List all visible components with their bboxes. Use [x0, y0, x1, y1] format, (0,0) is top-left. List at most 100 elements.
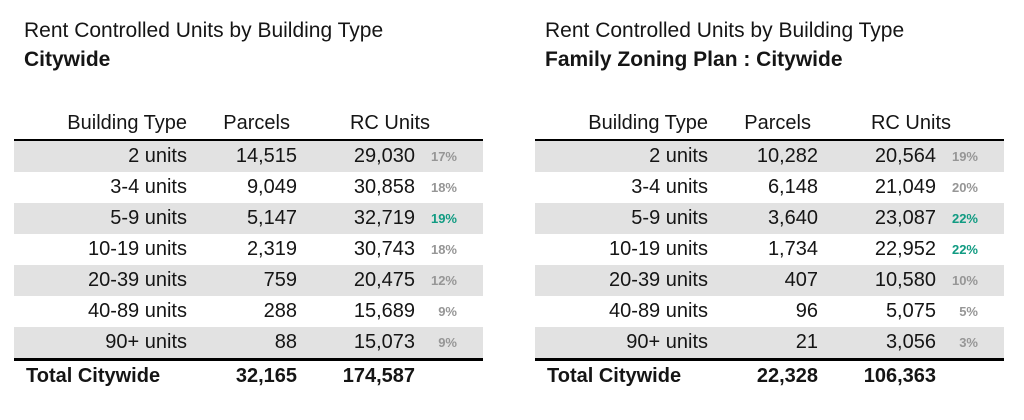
citywide-table-section: Rent Controlled Units by Building Type C… — [14, 0, 483, 392]
table-title: Rent Controlled Units by Building Type — [24, 19, 384, 42]
table-row: 3-4 units 9,049 30,858 18% — [14, 172, 483, 203]
family-zoning-table: Building Type Parcels RC Units 2 units 10… — [535, 108, 1004, 392]
table-row: 20-39 units 407 10,580 10% — [535, 265, 1004, 296]
rc-units-cell: 23,087 — [874, 207, 936, 229]
column-header-building-type: Building Type — [67, 112, 187, 134]
table-row: 20-39 units 759 20,475 12% — [14, 265, 483, 296]
table-row: 40-89 units 96 5,075 5% — [535, 296, 1004, 327]
rc-units-cell: 21,049 — [874, 176, 936, 198]
rc-units-cell: 30,858 — [353, 176, 415, 198]
table-title: Rent Controlled Units by Building Type — [545, 19, 905, 42]
building-type-cell: 20-39 units — [88, 269, 187, 291]
column-header-parcels: Parcels — [223, 112, 290, 134]
table-header-row: Building Type Parcels RC Units — [535, 108, 1004, 141]
parcels-cell: 407 — [784, 269, 818, 291]
building-type-cell: 10-19 units — [609, 238, 708, 260]
percent-cell: 22% — [951, 211, 978, 226]
column-header-rc-units: RC Units — [870, 112, 951, 134]
total-row: Total Citywide 32,165 174,587 — [14, 358, 483, 392]
table-row: 3-4 units 6,148 21,049 20% — [535, 172, 1004, 203]
parcels-cell: 21 — [795, 331, 818, 353]
citywide-table: Building Type Parcels RC Units 2 units 14… — [14, 108, 483, 392]
parcels-cell: 9,049 — [246, 176, 297, 198]
percent-cell: 18% — [430, 180, 457, 195]
column-header-building-type: Building Type — [588, 112, 708, 134]
rc-units-cell: 20,564 — [874, 145, 936, 167]
family-zoning-titles: Rent Controlled Units by Building Type F… — [535, 0, 1004, 74]
citywide-titles: Rent Controlled Units by Building Type C… — [14, 0, 483, 74]
table-subtitle: Citywide — [24, 48, 111, 71]
total-rc-units: 174,587 — [342, 365, 415, 387]
building-type-cell: 3-4 units — [110, 176, 187, 198]
percent-cell: 18% — [430, 242, 457, 257]
parcels-cell: 1,734 — [767, 238, 818, 260]
parcels-cell: 3,640 — [767, 207, 818, 229]
building-type-cell: 40-89 units — [609, 300, 708, 322]
table-row: 90+ units 88 15,073 9% — [14, 327, 483, 358]
rc-units-cell: 32,719 — [353, 207, 415, 229]
total-percent — [936, 361, 1004, 392]
percent-cell: 22% — [951, 242, 978, 257]
percent-cell: 12% — [430, 273, 457, 288]
total-row: Total Citywide 22,328 106,363 — [535, 358, 1004, 392]
parcels-cell: 2,319 — [246, 238, 297, 260]
table-row: 5-9 units 3,640 23,087 22% — [535, 203, 1004, 234]
parcels-cell: 759 — [263, 269, 297, 291]
table-row: 40-89 units 288 15,689 9% — [14, 296, 483, 327]
percent-cell: 9% — [438, 335, 457, 350]
parcels-cell: 88 — [274, 331, 297, 353]
rc-units-cell: 15,073 — [353, 331, 415, 353]
table-row: 10-19 units 1,734 22,952 22% — [535, 234, 1004, 265]
percent-cell: 19% — [430, 211, 457, 226]
building-type-cell: 2 units — [649, 145, 708, 167]
family-zoning-table-section: Rent Controlled Units by Building Type F… — [535, 0, 1004, 392]
building-type-cell: 2 units — [128, 145, 187, 167]
percent-cell: 9% — [438, 304, 457, 319]
total-label: Total Citywide — [26, 365, 161, 387]
table-row: 2 units 14,515 29,030 17% — [14, 141, 483, 172]
column-header-parcels: Parcels — [744, 112, 811, 134]
rc-units-cell: 10,580 — [874, 269, 936, 291]
building-type-cell: 10-19 units — [88, 238, 187, 260]
table-row: 90+ units 21 3,056 3% — [535, 327, 1004, 358]
total-label: Total Citywide — [547, 365, 682, 387]
table-row: 10-19 units 2,319 30,743 18% — [14, 234, 483, 265]
total-parcels: 32,165 — [235, 365, 297, 387]
table-subtitle: Family Zoning Plan : Citywide — [545, 48, 843, 71]
table-body: 2 units 14,515 29,030 17% 3-4 units 9,049 30,8… — [14, 141, 483, 358]
parcels-cell: 6,148 — [767, 176, 818, 198]
building-type-cell: 5-9 units — [631, 207, 708, 229]
rc-units-cell: 22,952 — [874, 238, 936, 260]
column-header-rc-units: RC Units — [349, 112, 430, 134]
total-parcels: 22,328 — [756, 365, 818, 387]
parcels-cell: 96 — [795, 300, 818, 322]
building-type-cell: 40-89 units — [88, 300, 187, 322]
rc-units-cell: 3,056 — [885, 331, 936, 353]
total-rc-units: 106,363 — [863, 365, 936, 387]
table-body: 2 units 10,282 20,564 19% 3-4 units 6,148 21,0… — [535, 141, 1004, 358]
rc-units-cell: 29,030 — [353, 145, 415, 167]
percent-cell: 20% — [951, 180, 978, 195]
parcels-cell: 5,147 — [246, 207, 297, 229]
percent-cell: 5% — [959, 304, 978, 319]
total-percent — [415, 361, 483, 392]
table-header-row: Building Type Parcels RC Units — [14, 108, 483, 141]
percent-cell: 10% — [951, 273, 978, 288]
rc-units-cell: 15,689 — [353, 300, 415, 322]
percent-cell: 17% — [430, 149, 457, 164]
building-type-cell: 90+ units — [105, 331, 187, 353]
percent-cell: 19% — [951, 149, 978, 164]
rc-units-cell: 5,075 — [885, 300, 936, 322]
building-type-cell: 90+ units — [626, 331, 708, 353]
parcels-cell: 288 — [263, 300, 297, 322]
parcels-cell: 14,515 — [235, 145, 297, 167]
building-type-cell: 3-4 units — [631, 176, 708, 198]
building-type-cell: 20-39 units — [609, 269, 708, 291]
table-row: 5-9 units 5,147 32,719 19% — [14, 203, 483, 234]
parcels-cell: 10,282 — [756, 145, 818, 167]
rc-units-cell: 30,743 — [353, 238, 415, 260]
percent-cell: 3% — [959, 335, 978, 350]
table-row: 2 units 10,282 20,564 19% — [535, 141, 1004, 172]
rc-units-cell: 20,475 — [353, 269, 415, 291]
building-type-cell: 5-9 units — [110, 207, 187, 229]
